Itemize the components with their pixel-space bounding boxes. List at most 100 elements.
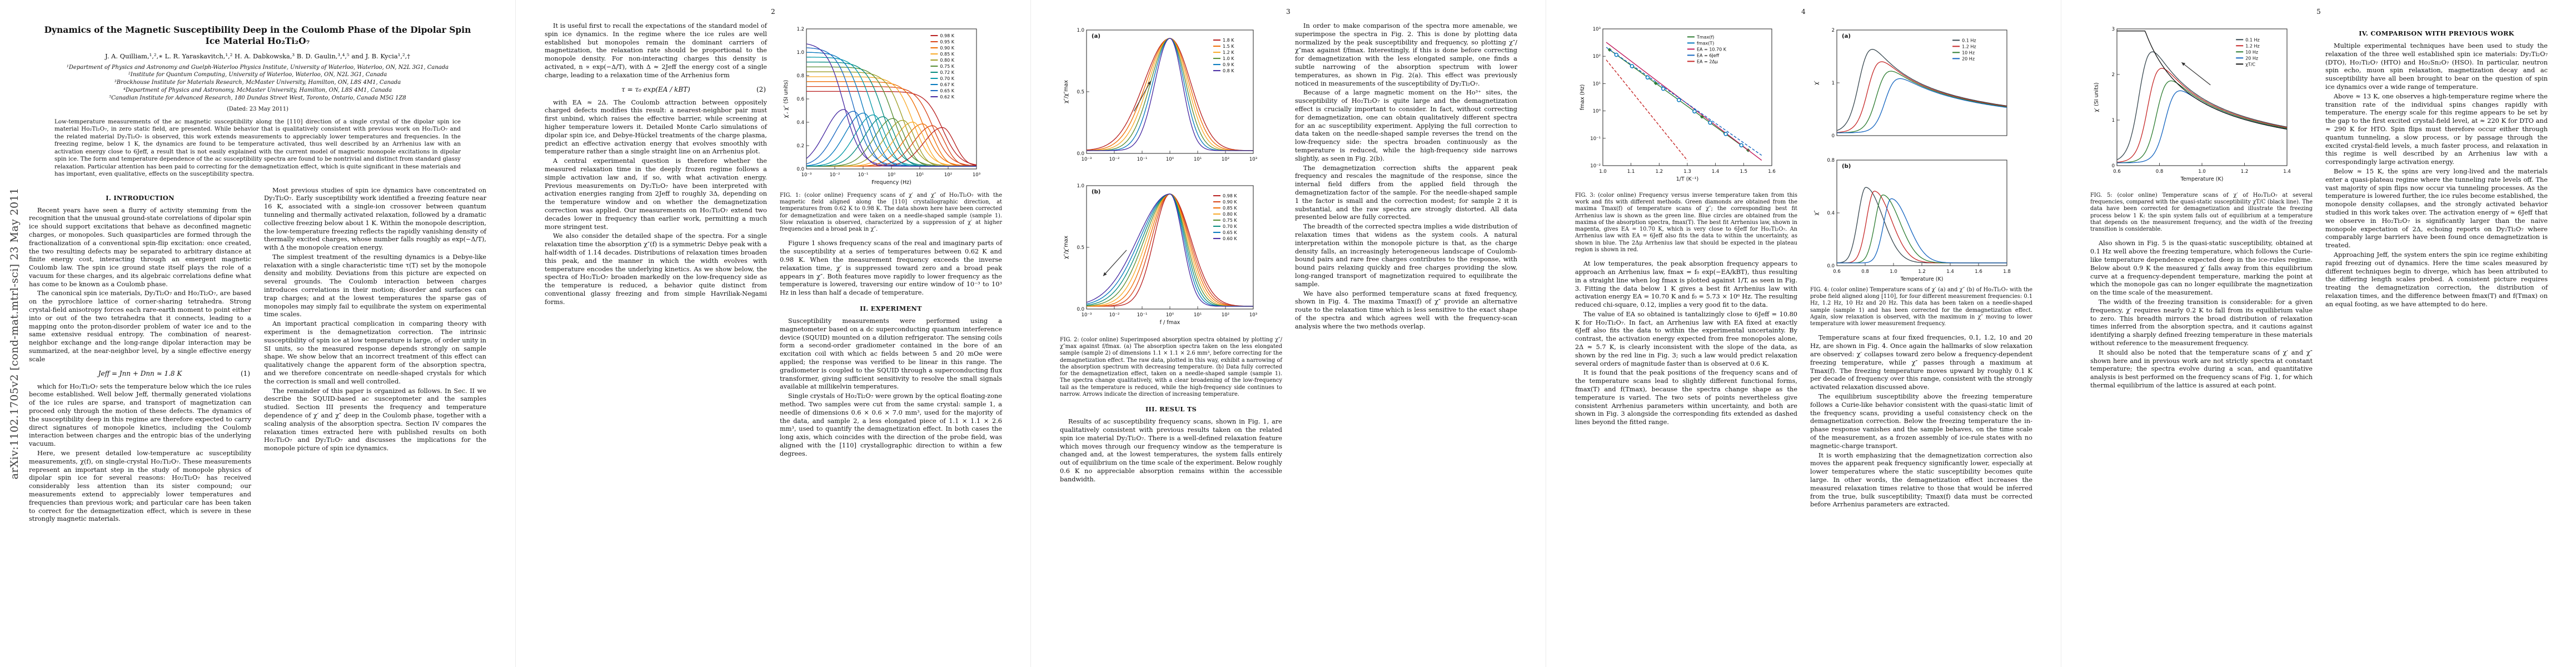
svg-text:10²: 10² (1222, 312, 1229, 318)
svg-text:0.80 K: 0.80 K (940, 58, 954, 63)
paragraph: We also consider the detailed shape of t… (545, 232, 767, 306)
paragraph: In order to make comparison of the spect… (1295, 22, 1517, 87)
svg-text:0.5: 0.5 (1077, 245, 1084, 251)
svg-text:1.8: 1.8 (2003, 269, 2011, 275)
page-number: 4 (1801, 8, 1806, 16)
svg-text:0.2: 0.2 (796, 143, 804, 149)
svg-text:0.8: 0.8 (1861, 269, 1869, 275)
svg-text:(a): (a) (1092, 33, 1100, 39)
column-right: IV. COMPARISON WITH PREVIOUS WORK Multipl… (2325, 22, 2548, 391)
column-right: Most previous studies of spin ice dynami… (264, 187, 486, 525)
svg-text:(b): (b) (1092, 189, 1100, 195)
svg-text:1.2: 1.2 (796, 27, 804, 32)
svg-text:0.60 K: 0.60 K (1223, 236, 1237, 241)
column-left: 1.0 1.1 1.2 1.3 1.4 1.5 1.6 10⁻² 10⁻¹ 10⁰ 10¹ 10² 10… (1575, 22, 1797, 510)
paragraph: The equilibrium susceptibility above the… (1810, 392, 2032, 450)
section-heading: I. INTRODUCTION (106, 193, 175, 202)
svg-text:1: 1 (1832, 81, 1835, 86)
svg-text:0.98 K: 0.98 K (1223, 193, 1237, 198)
column-left: I. INTRODUCTION Recent years have seen a … (29, 187, 251, 525)
svg-text:0.1 Hz: 0.1 Hz (2245, 37, 2259, 42)
svg-text:0.65 K: 0.65 K (940, 88, 954, 93)
paragraph: It is worth emphasizing that the demagne… (1810, 451, 2032, 509)
column-right: 10⁻³ 10⁻² 10⁻¹ 10⁰ 10¹ 10² 10³ 0.0 0.2 0.4 0.6 0.8 1… (780, 22, 1002, 460)
svg-text:10⁰: 10⁰ (888, 172, 896, 178)
svg-text:0.85 K: 0.85 K (1223, 206, 1237, 211)
section-heading: IV. COMPARISON WITH PREVIOUS WORK (2359, 29, 2514, 37)
affiliation: ¹Department of Physics and Astronomy and… (66, 64, 449, 71)
figure-caption: FIG. 2: (color online) Superimposed abso… (1060, 337, 1282, 397)
svg-text:0.6: 0.6 (2113, 169, 2121, 175)
paragraph: Approaching Jeff, the system enters the … (2325, 251, 2548, 308)
svg-text:f / fmax: f / fmax (1160, 320, 1180, 326)
svg-text:1.6: 1.6 (1975, 269, 1982, 275)
svg-text:EA = 10.70 K: EA = 10.70 K (1697, 47, 1727, 52)
paragraph: Also shown in Fig. 5 is the quasi-static… (2090, 240, 2313, 297)
svg-text:χ′: χ′ (1813, 81, 1820, 85)
figure-caption: FIG. 1: (color online) Frequency scans o… (780, 192, 1002, 233)
figure-caption: FIG. 3: (color online) Frequency versus … (1575, 192, 1797, 253)
paragraph: Most previous studies of spin ice dynami… (264, 186, 486, 252)
figure-fig1: 10⁻³ 10⁻² 10⁻¹ 10⁰ 10¹ 10² 10³ 0.0 0.2 0.4 0.6 0.8 1… (780, 23, 1002, 190)
section-heading: III. RESUL TS (1145, 405, 1197, 414)
svg-text:0.8: 0.8 (1827, 158, 1835, 163)
equation-number: (1) (241, 369, 250, 377)
svg-text:10²: 10² (1593, 54, 1601, 59)
paragraph: Susceptibility measurements were perform… (780, 317, 1002, 391)
svg-text:10¹: 10¹ (1194, 157, 1202, 162)
svg-text:10⁻²: 10⁻² (1109, 157, 1120, 162)
svg-text:Tmax(f): Tmax(f) (1696, 34, 1714, 39)
paragraph: The width of the freezing transition is … (2090, 298, 2313, 347)
chart-fig3: 1.0 1.1 1.2 1.3 1.4 1.5 1.6 10⁻² 10⁻¹ 10⁰ 10¹ 10² 10… (1580, 27, 1776, 182)
paragraph: Here, we present detailed low-temperatur… (29, 450, 251, 523)
svg-text:0.70 K: 0.70 K (940, 76, 954, 81)
author-line: J. A. Quilliam,¹,²,∗ L. R. Yaraskavitch,… (105, 52, 410, 60)
svg-text:10⁰: 10⁰ (1166, 157, 1174, 162)
paragraph: Temperature scans at four fixed frequenc… (1810, 334, 2032, 391)
svg-text:1: 1 (2112, 118, 2115, 123)
page-3: 3 10⁻³ 10⁻² 10⁻¹ 10⁰ 10¹ 10² 10³ 0.0 0.5 1.0 χ″/χ″m… (1030, 0, 1546, 667)
svg-text:Temperature (K): Temperature (K) (1900, 276, 1944, 282)
svg-text:1.2 Hz: 1.2 Hz (2245, 43, 2259, 48)
page-5: 5 0.6 0.8 1.0 1.2 1.4 0 1 2 3 Temperature (K) χ′ (S… (2061, 0, 2576, 667)
svg-text:0.98 K: 0.98 K (940, 33, 954, 38)
svg-text:10⁻²: 10⁻² (1109, 312, 1120, 318)
paragraph: It should also be noted that the tempera… (2090, 349, 2313, 389)
svg-text:0.0: 0.0 (1077, 307, 1084, 312)
svg-text:20 Hz: 20 Hz (2245, 56, 2258, 61)
paragraph: The demagnetization correction shifts th… (1295, 164, 1517, 221)
svg-text:0.90 K: 0.90 K (940, 46, 954, 51)
figure-caption: FIG. 5: (color online) Temperature scans… (2090, 192, 2313, 233)
affiliation: ³Brockhouse Institute for Materials Rese… (114, 79, 401, 86)
svg-text:10²: 10² (1222, 157, 1229, 162)
svg-text:EA = 6Jeff: EA = 6Jeff (1697, 53, 1720, 58)
paragraph: Figure 1 shows frequency scans of the re… (780, 240, 1002, 297)
svg-text:1.0: 1.0 (1599, 169, 1607, 175)
paragraph: A central experimental question is there… (545, 157, 767, 231)
svg-text:0.5: 0.5 (1077, 89, 1084, 95)
svg-text:2: 2 (1832, 28, 1835, 33)
svg-text:10¹: 10¹ (916, 172, 924, 178)
svg-text:0.4: 0.4 (796, 120, 804, 126)
svg-text:χT/C: χT/C (2245, 62, 2255, 67)
svg-text:1.3: 1.3 (1683, 169, 1691, 175)
svg-text:0.75 K: 0.75 K (1223, 218, 1237, 223)
svg-text:0: 0 (1832, 133, 1835, 139)
svg-text:0.95 K: 0.95 K (940, 39, 954, 44)
svg-text:20 Hz: 20 Hz (1962, 56, 1975, 61)
paragraph: The simplest treatment of the resulting … (264, 253, 486, 318)
equation: Jeff = Jnn + Dnn ≈ 1.8 K (1) (29, 370, 251, 377)
svg-text:10¹: 10¹ (1194, 312, 1202, 318)
affiliation: ⁵Canadian Institute for Advanced Researc… (109, 94, 406, 101)
svg-text:0.65 K: 0.65 K (1223, 230, 1237, 235)
svg-text:0.70 K: 0.70 K (1223, 224, 1237, 229)
chart-fig1: 10⁻³ 10⁻² 10⁻¹ 10⁰ 10¹ 10² 10³ 0.0 0.2 0.4 0.6 0.8 1… (783, 27, 980, 186)
svg-text:χ′, χ″ (SI units): χ′, χ″ (SI units) (783, 80, 789, 118)
svg-text:χ″/χ″max: χ″/χ″max (1063, 236, 1069, 259)
svg-text:1.4: 1.4 (1712, 169, 1720, 175)
svg-text:χ′ (SI units): χ′ (SI units) (2094, 82, 2100, 112)
columns: 10⁻³ 10⁻² 10⁻¹ 10⁰ 10¹ 10² 10³ 0.0 0.5 1.0 χ″/χ″ma… (1060, 22, 1517, 485)
svg-text:10⁻³: 10⁻³ (1082, 312, 1092, 318)
